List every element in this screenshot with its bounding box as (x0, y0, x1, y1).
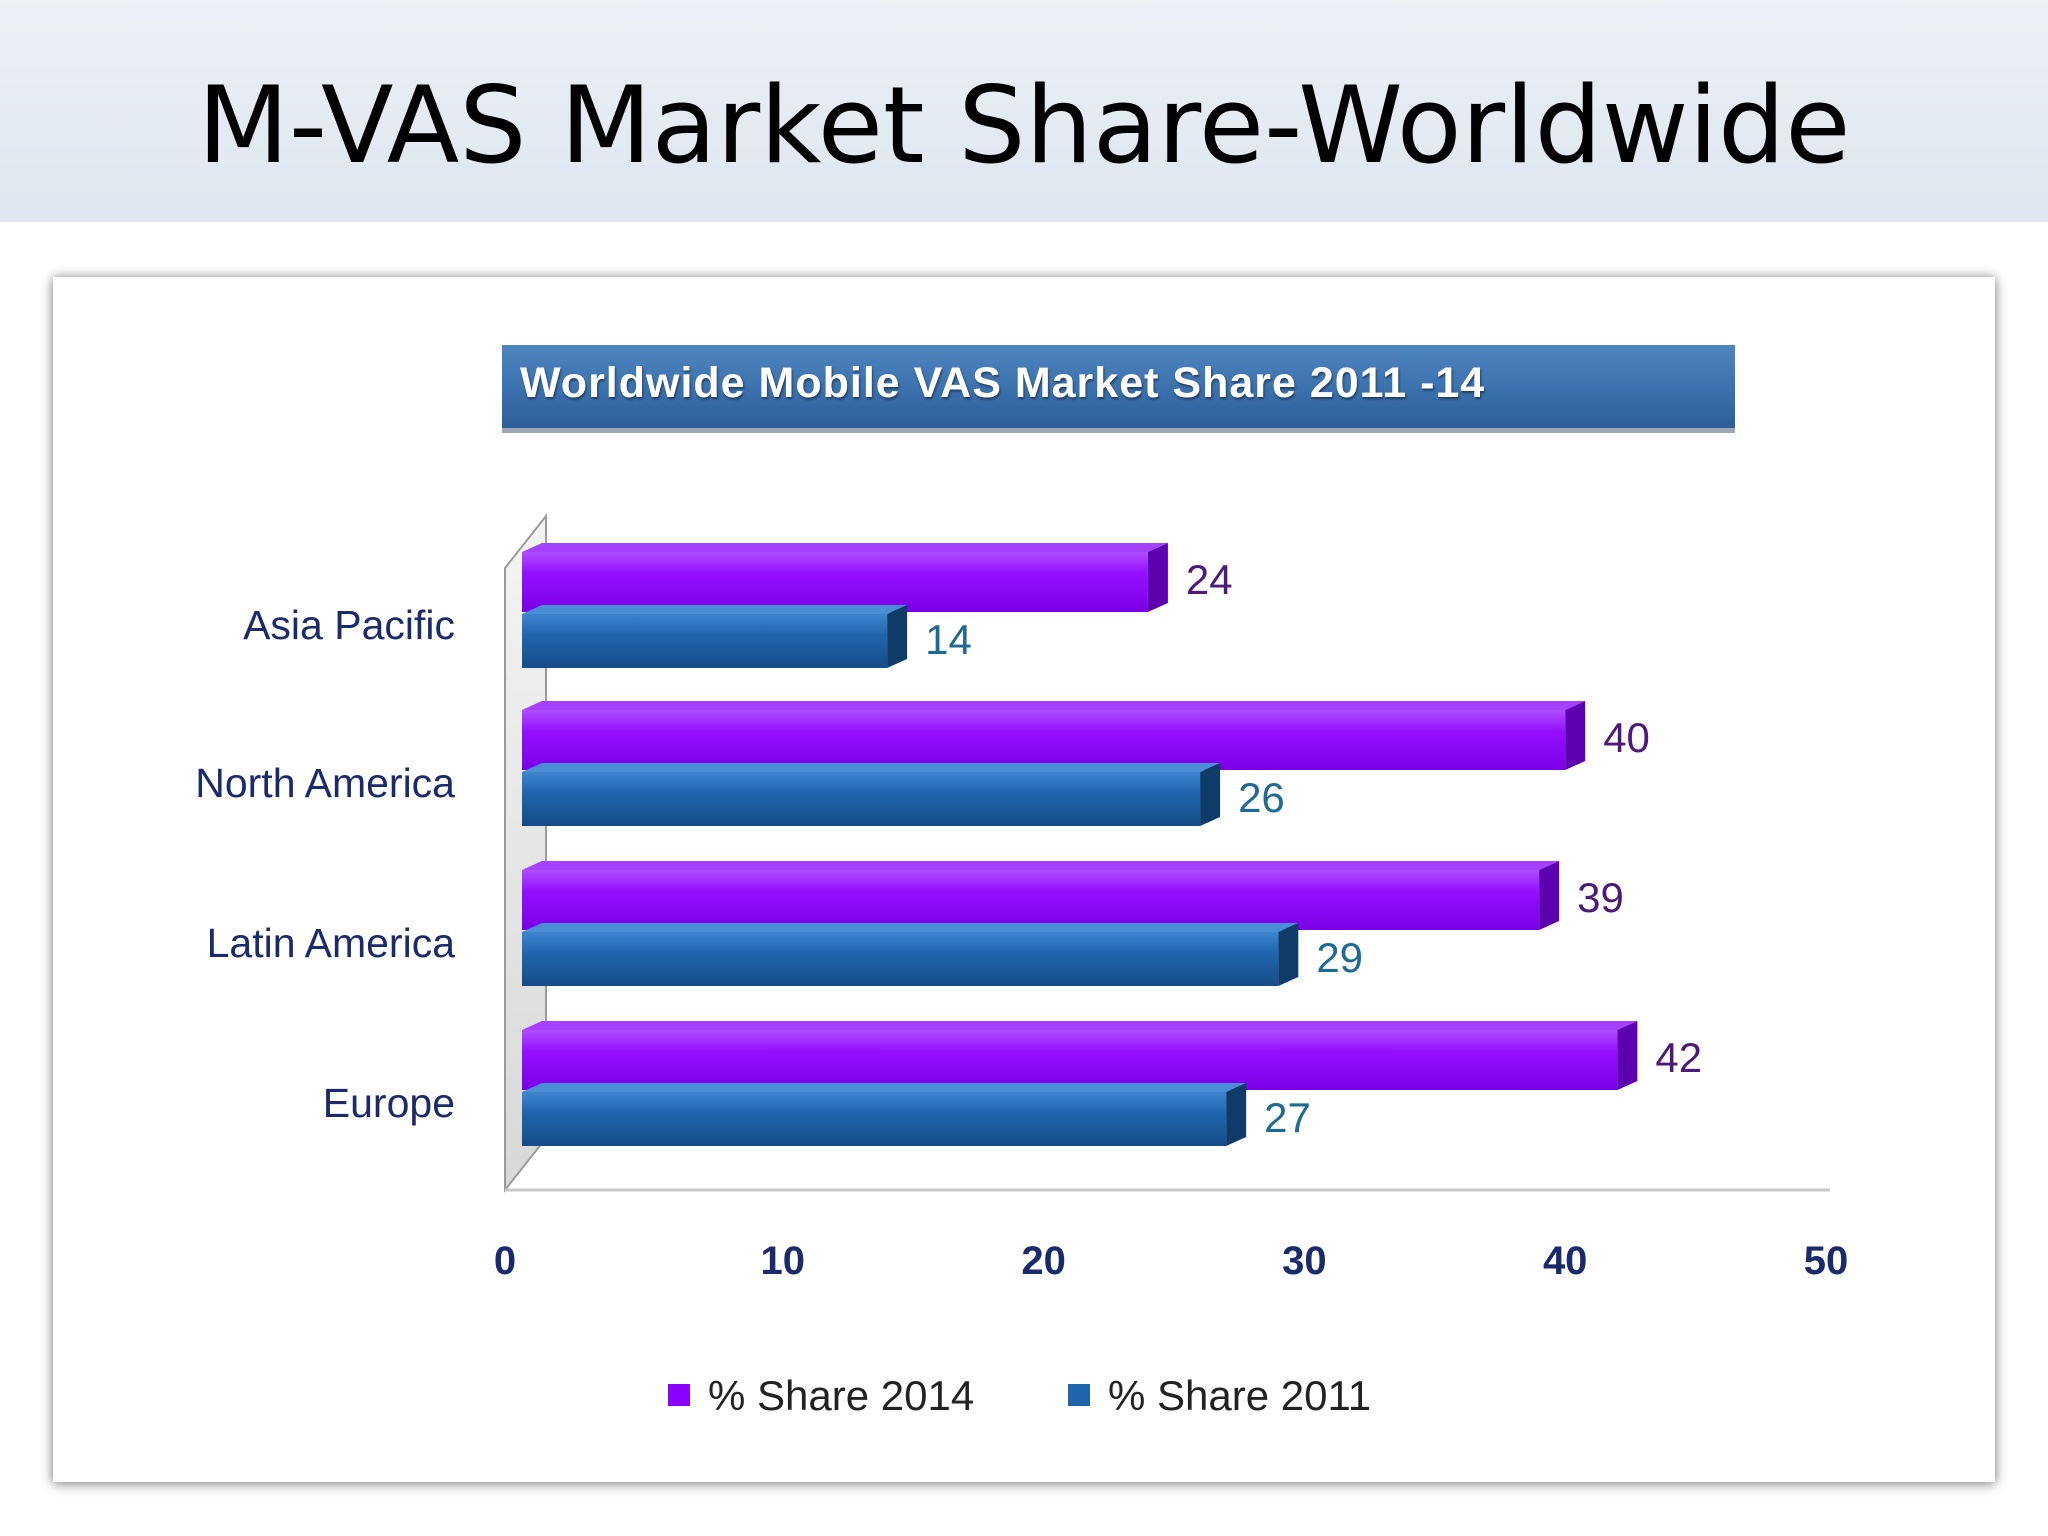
x-tick-label: 0 (494, 1239, 516, 1283)
bar-2011-0 (522, 605, 908, 668)
bar-2014-0 (522, 543, 1168, 612)
chart-title: Worldwide Mobile VAS Market Share 2011 -… (520, 359, 1486, 407)
category-label: Europe (323, 1080, 455, 1126)
data-label-2011: 29 (1316, 934, 1363, 981)
title-band (0, 0, 2048, 222)
chart-title-banner: Worldwide Mobile VAS Market Share 2011 -… (502, 345, 1735, 433)
data-label-2014: 24 (1186, 556, 1233, 603)
data-label-2011: 26 (1238, 774, 1285, 821)
legend-label-2011: % Share 2011 (1108, 1372, 1371, 1419)
category-label: Asia Pacific (243, 602, 455, 648)
bar-2014-1 (522, 701, 1586, 770)
data-label-2011: 27 (1264, 1094, 1311, 1141)
bar-2014-3 (522, 1021, 1638, 1090)
category-label: Latin America (207, 920, 456, 966)
legend-swatch-2014 (668, 1384, 690, 1406)
x-tick-label: 50 (1804, 1239, 1849, 1283)
x-tick-label: 10 (761, 1239, 806, 1283)
bar-2014-2 (522, 861, 1560, 930)
x-tick-label: 30 (1282, 1239, 1327, 1283)
legend-label-2014: % Share 2014 (708, 1372, 974, 1419)
data-label-2011: 14 (925, 616, 972, 663)
category-label: North America (195, 760, 455, 806)
legend-swatch-2011 (1068, 1384, 1090, 1406)
x-tick-label: 20 (1021, 1239, 1066, 1283)
slide-title: M-VAS Market Share-Worldwide (197, 64, 1851, 187)
data-label-2014: 39 (1577, 874, 1624, 921)
x-tick-label: 40 (1543, 1239, 1588, 1283)
bar-2011-3 (522, 1083, 1247, 1146)
bar-2011-1 (522, 763, 1221, 826)
data-label-2014: 42 (1655, 1034, 1702, 1081)
bar-2011-2 (522, 923, 1299, 986)
data-label-2014: 40 (1603, 714, 1650, 761)
